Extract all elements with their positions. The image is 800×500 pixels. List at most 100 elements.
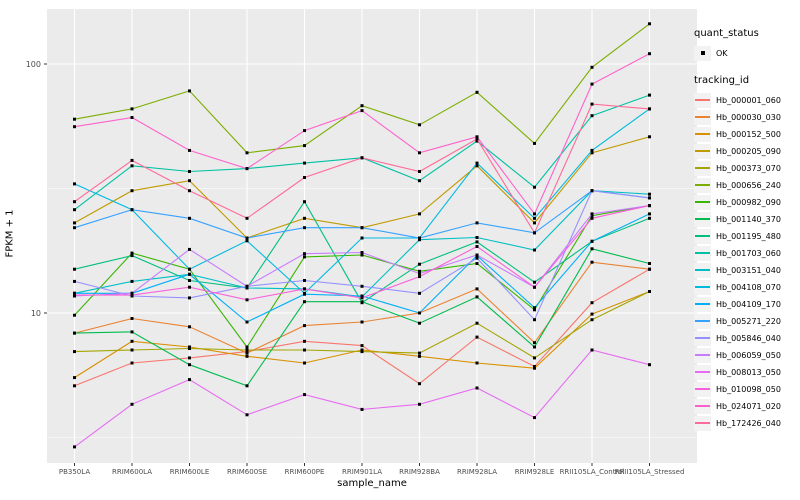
- data-point: [303, 300, 306, 304]
- data-point: [303, 348, 306, 352]
- data-point: [303, 279, 306, 282]
- data-point: [418, 275, 421, 279]
- legend-item-label: Hb_001195_480: [716, 231, 781, 241]
- plot-panel: [47, 9, 697, 463]
- data-point: [648, 22, 651, 26]
- data-point: [648, 212, 651, 216]
- data-point: [73, 200, 76, 204]
- legend-item-label: Hb_003151_040: [716, 265, 781, 275]
- legend-line-swatch: [695, 184, 710, 186]
- data-point: [245, 384, 249, 388]
- legend-item-Hb_000982_090: Hb_000982_090: [694, 194, 798, 210]
- legend-item-label: Hb_005271_220: [716, 316, 781, 326]
- data-point: [590, 318, 594, 322]
- data-point: [245, 236, 249, 240]
- data-point: [303, 200, 306, 204]
- series-Hb_008013_050: [73, 348, 651, 449]
- data-point: [648, 196, 651, 200]
- data-point: [533, 366, 536, 370]
- data-point: [188, 247, 191, 251]
- data-point: [245, 354, 249, 358]
- data-point: [590, 189, 594, 193]
- data-point: [245, 239, 249, 243]
- data-point: [360, 253, 364, 257]
- legend-line-swatch: [695, 354, 710, 356]
- data-point: [73, 267, 76, 271]
- legend-key: [694, 415, 711, 431]
- legend-key: [694, 194, 711, 210]
- data-point: [533, 280, 536, 284]
- data-point: [533, 185, 536, 189]
- data-point: [475, 335, 479, 339]
- data-point: [130, 254, 134, 258]
- data-point: [475, 321, 479, 325]
- data-point: [648, 267, 651, 271]
- data-point: [418, 402, 421, 406]
- x-axis-tick-label: RRII105LA_Control: [560, 468, 625, 476]
- data-point: [418, 354, 421, 358]
- data-point: [418, 321, 421, 325]
- legend-key: [694, 160, 711, 176]
- data-point: [303, 216, 306, 220]
- data-point: [360, 156, 364, 160]
- data-point: [475, 90, 479, 94]
- legend-line-swatch: [695, 422, 710, 424]
- legend-item-Hb_000656_240: Hb_000656_240: [694, 177, 798, 193]
- data-point: [130, 279, 134, 283]
- legend-item-Hb_024071_020: Hb_024071_020: [694, 398, 798, 414]
- data-point: [590, 312, 594, 316]
- data-point: [188, 378, 191, 382]
- legend: quant_status OK tracking_id Hb_000001_06…: [694, 28, 798, 432]
- data-point: [475, 221, 479, 225]
- data-point: [303, 176, 306, 179]
- legend-item-Hb_000001_060: Hb_000001_060: [694, 92, 798, 108]
- data-point: [130, 361, 134, 365]
- data-point: [533, 308, 536, 312]
- data-point: [188, 285, 191, 289]
- data-point: [475, 164, 479, 168]
- legend-line-swatch: [695, 218, 710, 220]
- data-point: [360, 344, 364, 348]
- legend-item-Hb_004109_170: Hb_004109_170: [694, 296, 798, 312]
- data-point: [648, 216, 651, 220]
- legend-key: [694, 364, 711, 380]
- data-point: [188, 267, 191, 271]
- point-marker-icon: [700, 51, 705, 55]
- legend-item-Hb_005846_040: Hb_005846_040: [694, 330, 798, 346]
- legend-key: [694, 279, 711, 295]
- data-point: [73, 350, 76, 354]
- legend-key: [694, 211, 711, 227]
- legend-item-Hb_006059_050: Hb_006059_050: [694, 347, 798, 363]
- legend-item-Hb_004108_070: Hb_004108_070: [694, 279, 798, 295]
- data-point: [303, 129, 306, 133]
- legend-line-swatch: [695, 320, 710, 322]
- legend-item-Hb_005271_220: Hb_005271_220: [694, 313, 798, 329]
- data-point: [533, 212, 536, 216]
- data-point: [130, 164, 134, 168]
- x-axis-tick-label: RRIM600PE: [285, 468, 325, 476]
- data-point: [533, 141, 536, 145]
- data-point: [130, 158, 134, 162]
- legend-item-Hb_001195_480: Hb_001195_480: [694, 228, 798, 244]
- data-point: [360, 109, 364, 113]
- data-point: [533, 216, 536, 220]
- legend-line-swatch: [695, 150, 710, 152]
- legend-line-swatch: [695, 286, 710, 288]
- x-axis-tick-label: RRIM901LA: [342, 468, 382, 476]
- data-point: [188, 363, 191, 367]
- data-point: [188, 179, 191, 183]
- legend-line-swatch: [695, 99, 710, 101]
- data-point: [188, 272, 191, 276]
- legend-item-label: Hb_001703_060: [716, 248, 781, 258]
- legend-line-swatch: [695, 337, 710, 339]
- data-point: [360, 407, 364, 411]
- legend-item-label: Hb_010098_050: [716, 384, 781, 394]
- legend-quant-status-items: OK: [694, 45, 798, 61]
- legend-line-swatch: [695, 133, 710, 135]
- data-point: [245, 151, 249, 155]
- data-point: [130, 317, 134, 320]
- data-point: [418, 269, 421, 273]
- data-point: [73, 226, 76, 230]
- data-point: [648, 52, 651, 56]
- data-point: [590, 348, 594, 352]
